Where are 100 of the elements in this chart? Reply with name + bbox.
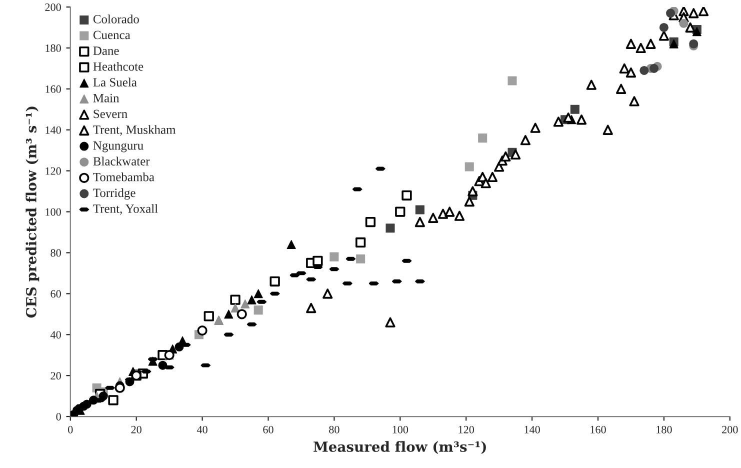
x-tick-label: 180	[656, 426, 672, 434]
point	[688, 8, 699, 18]
point	[602, 124, 613, 135]
legend-label: Blackwater	[93, 156, 150, 166]
point	[616, 84, 626, 94]
point	[438, 208, 448, 219]
point	[464, 162, 474, 172]
point	[286, 240, 296, 250]
x-tick-label: 0	[68, 426, 73, 434]
y-tick-label: 180	[46, 44, 61, 52]
point	[679, 18, 688, 28]
point	[385, 317, 396, 328]
legend-label: Dane	[93, 46, 119, 55]
point	[478, 134, 488, 143]
point	[312, 256, 323, 266]
point	[626, 38, 636, 49]
legend-label: Colorado	[93, 14, 139, 24]
y-axis-title: CES predicted flow (m³ s⁻¹)	[26, 106, 40, 318]
legend-label: Main	[93, 94, 120, 102]
point	[254, 306, 263, 315]
point	[570, 104, 580, 114]
x-tick-label: 160	[590, 426, 606, 434]
y-tick-label: 20	[50, 372, 61, 380]
point	[508, 76, 517, 86]
x-tick-label: 20	[131, 426, 142, 434]
point	[487, 172, 498, 182]
point	[636, 42, 646, 54]
point	[254, 289, 263, 298]
point	[500, 151, 511, 162]
legend-label: La Suela	[93, 78, 137, 87]
point	[480, 178, 491, 188]
point	[619, 63, 630, 74]
point	[698, 7, 709, 16]
point	[646, 38, 656, 49]
y-tick-label: 80	[50, 249, 61, 257]
legend-label: Trent, Muskham	[93, 125, 176, 136]
y-tick-label: 0	[56, 412, 61, 420]
x-tick-label: 100	[392, 426, 408, 434]
point	[197, 325, 208, 336]
point	[553, 116, 564, 127]
point	[330, 252, 339, 262]
point	[666, 8, 676, 18]
point	[224, 310, 234, 319]
point	[576, 114, 587, 125]
point	[247, 295, 256, 304]
point	[158, 360, 168, 370]
point	[586, 80, 596, 90]
point	[174, 342, 184, 352]
y-tick-label: 140	[46, 126, 61, 134]
legend-label: Torridge	[93, 188, 136, 200]
point	[306, 302, 316, 314]
point	[236, 309, 247, 320]
point	[356, 237, 366, 248]
legend-label: Tomebamba	[93, 172, 154, 182]
x-axis-title: Measured flow (m³s⁻¹)	[314, 441, 486, 454]
point	[108, 395, 118, 406]
x-tick-label: 40	[196, 426, 208, 434]
point	[415, 205, 424, 214]
point	[520, 135, 531, 146]
point	[626, 67, 636, 78]
point	[230, 294, 240, 305]
point	[230, 303, 240, 313]
legend-label: Ngunguru	[93, 141, 144, 152]
legend-label: Trent, Yoxall	[93, 204, 158, 215]
point	[402, 190, 412, 200]
point	[204, 311, 214, 322]
point	[444, 206, 455, 217]
y-tick-label: 120	[46, 167, 61, 175]
point	[395, 206, 406, 217]
legend-label: Heathcote	[93, 62, 144, 71]
y-tick-label: 40	[50, 331, 61, 339]
y-tick-label: 160	[46, 85, 61, 93]
y-tick-label: 60	[50, 290, 61, 298]
point	[685, 22, 696, 33]
point	[131, 370, 142, 381]
legend-label: Cuenca	[93, 30, 130, 40]
point	[240, 299, 250, 308]
point	[356, 254, 366, 264]
point	[510, 149, 521, 160]
point	[414, 216, 425, 228]
point	[322, 288, 333, 299]
y-tick-label: 100	[46, 208, 61, 216]
x-tick-label: 80	[329, 426, 340, 434]
point	[659, 22, 668, 32]
point	[270, 276, 280, 286]
point	[658, 30, 670, 41]
point	[468, 186, 478, 196]
point	[640, 66, 649, 76]
point	[629, 96, 640, 106]
point	[365, 216, 376, 228]
point	[386, 224, 395, 233]
x-tick-label: 60	[263, 426, 274, 434]
point	[428, 212, 438, 223]
point	[454, 210, 465, 221]
legend-label: Severn	[94, 110, 128, 118]
point	[464, 196, 474, 207]
x-tick-label: 140	[524, 426, 540, 434]
x-tick-label: 200	[722, 426, 738, 434]
point	[530, 122, 540, 133]
x-tick-label: 120	[458, 426, 474, 434]
